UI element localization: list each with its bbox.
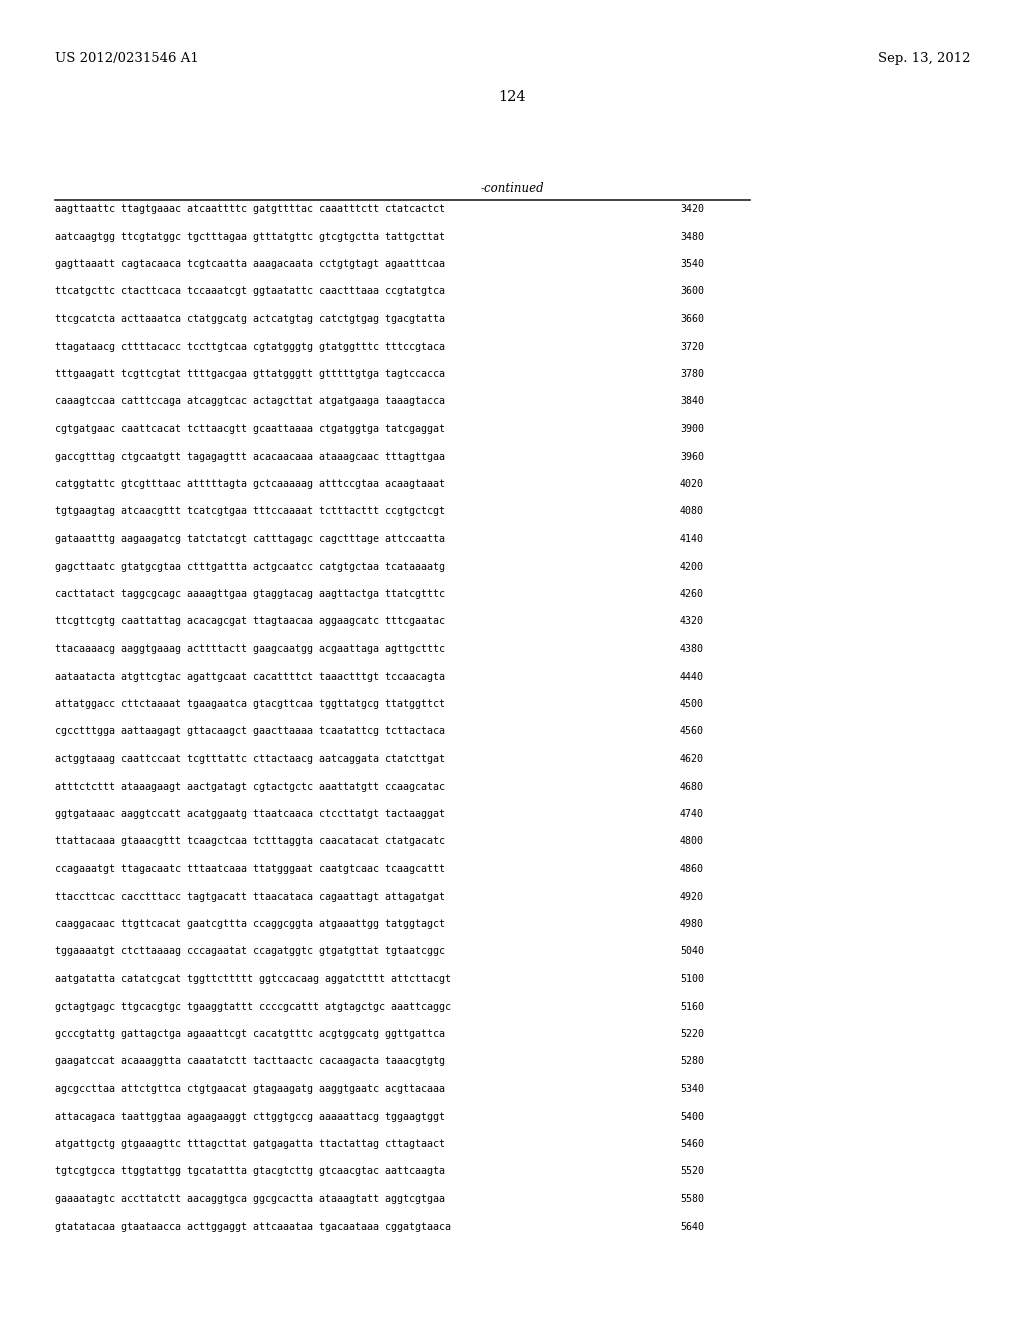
Text: ccagaaatgt ttagacaatc tttaatcaaa ttatgggaat caatgtcaac tcaagcattt: ccagaaatgt ttagacaatc tttaatcaaa ttatggg…: [55, 865, 445, 874]
Text: 3960: 3960: [680, 451, 705, 462]
Text: agcgccttaa attctgttca ctgtgaacat gtagaagatg aaggtgaatc acgttacaaa: agcgccttaa attctgttca ctgtgaacat gtagaag…: [55, 1084, 445, 1094]
Text: 4200: 4200: [680, 561, 705, 572]
Text: gaccgtttag ctgcaatgtt tagagagttt acacaacaaa ataaagcaac tttagttgaa: gaccgtttag ctgcaatgtt tagagagttt acacaac…: [55, 451, 445, 462]
Text: Sep. 13, 2012: Sep. 13, 2012: [878, 51, 970, 65]
Text: 124: 124: [499, 90, 525, 104]
Text: 5640: 5640: [680, 1221, 705, 1232]
Text: 4380: 4380: [680, 644, 705, 653]
Text: 4080: 4080: [680, 507, 705, 516]
Text: cacttatact taggcgcagc aaaagttgaa gtaggtacag aagttactga ttatcgtttc: cacttatact taggcgcagc aaaagttgaa gtaggta…: [55, 589, 445, 599]
Text: atgattgctg gtgaaagttc tttagcttat gatgagatta ttactattag cttagtaact: atgattgctg gtgaaagttc tttagcttat gatgaga…: [55, 1139, 445, 1148]
Text: tgtcgtgcca ttggtattgg tgcatattta gtacgtcttg gtcaacgtac aattcaagta: tgtcgtgcca ttggtattgg tgcatattta gtacgtc…: [55, 1167, 445, 1176]
Text: gagttaaatt cagtacaaca tcgtcaatta aaagacaata cctgtgtagt agaatttcaa: gagttaaatt cagtacaaca tcgtcaatta aaagaca…: [55, 259, 445, 269]
Text: 4020: 4020: [680, 479, 705, 488]
Text: attatggacc cttctaaaat tgaagaatca gtacgttcaa tggttatgcg ttatggttct: attatggacc cttctaaaat tgaagaatca gtacgtt…: [55, 700, 445, 709]
Text: atttctcttt ataaagaagt aactgatagt cgtactgctc aaattatgtt ccaagcatac: atttctcttt ataaagaagt aactgatagt cgtactg…: [55, 781, 445, 792]
Text: caaagtccaa catttccaga atcaggtcac actagcttat atgatgaaga taaagtacca: caaagtccaa catttccaga atcaggtcac actagct…: [55, 396, 445, 407]
Text: 5160: 5160: [680, 1002, 705, 1011]
Text: cgtgatgaac caattcacat tcttaacgtt gcaattaaaa ctgatggtga tatcgaggat: cgtgatgaac caattcacat tcttaacgtt gcaatta…: [55, 424, 445, 434]
Text: 5340: 5340: [680, 1084, 705, 1094]
Text: aatgatatta catatcgcat tggttcttttt ggtccacaag aggatctttt attcttacgt: aatgatatta catatcgcat tggttcttttt ggtcca…: [55, 974, 451, 983]
Text: aatcaagtgg ttcgtatggc tgctttagaa gtttatgttc gtcgtgctta tattgcttat: aatcaagtgg ttcgtatggc tgctttagaa gtttatg…: [55, 231, 445, 242]
Text: gaagatccat acaaaggtta caaatatctt tacttaactc cacaagacta taaacgtgtg: gaagatccat acaaaggtta caaatatctt tacttaa…: [55, 1056, 445, 1067]
Text: cgcctttgga aattaagagt gttacaagct gaacttaaaa tcaatattcg tcttactaca: cgcctttgga aattaagagt gttacaagct gaactta…: [55, 726, 445, 737]
Text: 5460: 5460: [680, 1139, 705, 1148]
Text: 4560: 4560: [680, 726, 705, 737]
Text: tttgaagatt tcgttcgtat ttttgacgaa gttatgggtt gtttttgtga tagtccacca: tttgaagatt tcgttcgtat ttttgacgaa gttatgg…: [55, 370, 445, 379]
Text: 5040: 5040: [680, 946, 705, 957]
Text: gagcttaatc gtatgcgtaa ctttgattta actgcaatcc catgtgctaa tcataaaatg: gagcttaatc gtatgcgtaa ctttgattta actgcaa…: [55, 561, 445, 572]
Text: ttcgcatcta acttaaatca ctatggcatg actcatgtag catctgtgag tgacgtatta: ttcgcatcta acttaaatca ctatggcatg actcatg…: [55, 314, 445, 323]
Text: 4680: 4680: [680, 781, 705, 792]
Text: aagttaattc ttagtgaaac atcaattttc gatgttttac caaatttctt ctatcactct: aagttaattc ttagtgaaac atcaattttc gatgttt…: [55, 205, 445, 214]
Text: ggtgataaac aaggtccatt acatggaatg ttaatcaaca ctccttatgt tactaaggat: ggtgataaac aaggtccatt acatggaatg ttaatca…: [55, 809, 445, 818]
Text: 3540: 3540: [680, 259, 705, 269]
Text: actggtaaag caattccaat tcgtttattc cttactaacg aatcaggata ctatcttgat: actggtaaag caattccaat tcgtttattc cttacta…: [55, 754, 445, 764]
Text: 3480: 3480: [680, 231, 705, 242]
Text: gtatatacaa gtaataacca acttggaggt attcaaataa tgacaataaa cggatgtaaca: gtatatacaa gtaataacca acttggaggt attcaaa…: [55, 1221, 451, 1232]
Text: gataaatttg aagaagatcg tatctatcgt catttagagc cagctttage attccaatta: gataaatttg aagaagatcg tatctatcgt catttag…: [55, 535, 445, 544]
Text: US 2012/0231546 A1: US 2012/0231546 A1: [55, 51, 199, 65]
Text: tgtgaagtag atcaacgttt tcatcgtgaa tttccaaaat tctttacttt ccgtgctcgt: tgtgaagtag atcaacgttt tcatcgtgaa tttccaa…: [55, 507, 445, 516]
Text: 3840: 3840: [680, 396, 705, 407]
Text: 4860: 4860: [680, 865, 705, 874]
Text: gcccgtattg gattagctga agaaattcgt cacatgtttc acgtggcatg ggttgattca: gcccgtattg gattagctga agaaattcgt cacatgt…: [55, 1030, 445, 1039]
Text: ttaccttcac cacctttacc tagtgacatt ttaacataca cagaattagt attagatgat: ttaccttcac cacctttacc tagtgacatt ttaacat…: [55, 891, 445, 902]
Text: 4440: 4440: [680, 672, 705, 681]
Text: tggaaaatgt ctcttaaaag cccagaatat ccagatggtc gtgatgttat tgtaatcggc: tggaaaatgt ctcttaaaag cccagaatat ccagatg…: [55, 946, 445, 957]
Text: gaaaatagtc accttatctt aacaggtgca ggcgcactta ataaagtatt aggtcgtgaa: gaaaatagtc accttatctt aacaggtgca ggcgcac…: [55, 1195, 445, 1204]
Text: attacagaca taattggtaa agaagaaggt cttggtgccg aaaaattacg tggaagtggt: attacagaca taattggtaa agaagaaggt cttggtg…: [55, 1111, 445, 1122]
Text: 4500: 4500: [680, 700, 705, 709]
Text: 3600: 3600: [680, 286, 705, 297]
Text: 4800: 4800: [680, 837, 705, 846]
Text: 4620: 4620: [680, 754, 705, 764]
Text: 5580: 5580: [680, 1195, 705, 1204]
Text: 3900: 3900: [680, 424, 705, 434]
Text: ttcatgcttc ctacttcaca tccaaatcgt ggtaatattc caactttaaa ccgtatgtca: ttcatgcttc ctacttcaca tccaaatcgt ggtaata…: [55, 286, 445, 297]
Text: 3420: 3420: [680, 205, 705, 214]
Text: 4920: 4920: [680, 891, 705, 902]
Text: 3720: 3720: [680, 342, 705, 351]
Text: ttattacaaa gtaaacgttt tcaagctcaa tctttaggta caacatacat ctatgacatc: ttattacaaa gtaaacgttt tcaagctcaa tctttag…: [55, 837, 445, 846]
Text: 5280: 5280: [680, 1056, 705, 1067]
Text: ttagataacg cttttacacc tccttgtcaa cgtatgggtg gtatggtttc tttccgtaca: ttagataacg cttttacacc tccttgtcaa cgtatgg…: [55, 342, 445, 351]
Text: 5400: 5400: [680, 1111, 705, 1122]
Text: aataatacta atgttcgtac agattgcaat cacattttct taaactttgt tccaacagta: aataatacta atgttcgtac agattgcaat cacattt…: [55, 672, 445, 681]
Text: 3780: 3780: [680, 370, 705, 379]
Text: 3660: 3660: [680, 314, 705, 323]
Text: 4260: 4260: [680, 589, 705, 599]
Text: ttacaaaacg aaggtgaaag acttttactt gaagcaatgg acgaattaga agttgctttc: ttacaaaacg aaggtgaaag acttttactt gaagcaa…: [55, 644, 445, 653]
Text: gctagtgagc ttgcacgtgc tgaaggtattt ccccgcattt atgtagctgc aaattcaggc: gctagtgagc ttgcacgtgc tgaaggtattt ccccgc…: [55, 1002, 451, 1011]
Text: 5220: 5220: [680, 1030, 705, 1039]
Text: 4140: 4140: [680, 535, 705, 544]
Text: catggtattc gtcgtttaac atttttagta gctcaaaaag atttccgtaa acaagtaaat: catggtattc gtcgtttaac atttttagta gctcaaa…: [55, 479, 445, 488]
Text: 4320: 4320: [680, 616, 705, 627]
Text: -continued: -continued: [480, 182, 544, 195]
Text: 4740: 4740: [680, 809, 705, 818]
Text: 5100: 5100: [680, 974, 705, 983]
Text: ttcgttcgtg caattattag acacagcgat ttagtaacaa aggaagcatc tttcgaatac: ttcgttcgtg caattattag acacagcgat ttagtaa…: [55, 616, 445, 627]
Text: 5520: 5520: [680, 1167, 705, 1176]
Text: 4980: 4980: [680, 919, 705, 929]
Text: caaggacaac ttgttcacat gaatcgttta ccaggcggta atgaaattgg tatggtagct: caaggacaac ttgttcacat gaatcgttta ccaggcg…: [55, 919, 445, 929]
